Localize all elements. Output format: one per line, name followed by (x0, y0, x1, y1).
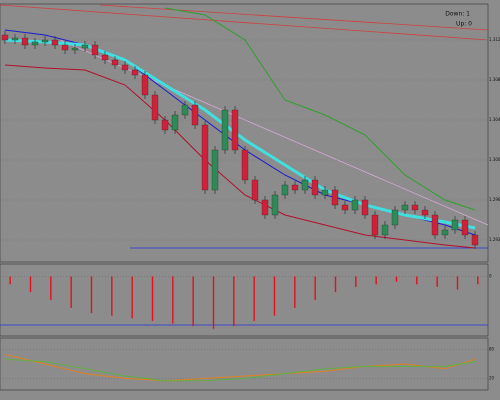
y-tick-label: 0 (489, 273, 492, 278)
bar (50, 276, 52, 300)
candle-body (431, 214, 439, 236)
candle-body (341, 204, 349, 211)
candle-body (71, 47, 79, 51)
candle-body (331, 189, 339, 206)
bar (172, 276, 174, 324)
bar (192, 276, 194, 327)
candle-body (271, 194, 279, 216)
indicator-panel (0, 263, 489, 337)
candle-body (321, 189, 329, 196)
candle-body (241, 149, 249, 181)
candle-body (231, 109, 239, 151)
candle-body (281, 184, 289, 196)
bar (334, 276, 337, 293)
bar (456, 276, 459, 290)
candle-body (181, 104, 189, 116)
candle-body (471, 234, 479, 246)
candle-body (41, 39, 49, 43)
candle-body (291, 184, 299, 191)
trend-line (0, 4, 489, 41)
candle-body (191, 104, 199, 126)
candle-body (91, 44, 99, 56)
candle-body (141, 74, 149, 96)
candle-body (101, 54, 109, 61)
candle-body (221, 109, 229, 151)
bar (90, 276, 93, 314)
candle-body (441, 229, 449, 236)
candle-body (401, 204, 409, 211)
candle-body (131, 69, 139, 76)
y-tick-label: 80 (489, 347, 495, 352)
bar (273, 276, 276, 316)
candle-body (311, 179, 319, 196)
bar (131, 276, 133, 319)
trend-line (59, 39, 489, 226)
bar (111, 276, 113, 316)
y-tick-label: 1.2960 (489, 197, 500, 202)
y-tick-label: 1.3080 (489, 77, 500, 82)
candle-body (391, 209, 399, 226)
bar (436, 276, 438, 287)
candle-body (381, 224, 389, 236)
indicator-line (164, 7, 476, 211)
bar (395, 276, 398, 282)
candle-body (121, 64, 129, 71)
candle-body (1, 34, 9, 41)
candle-body (61, 44, 69, 51)
candle-body (361, 199, 369, 216)
bar (212, 276, 215, 329)
candle-body (411, 204, 419, 211)
bar (294, 276, 296, 308)
candle-body (421, 209, 429, 216)
indicator-line (4, 353, 476, 382)
candle-body (31, 41, 39, 46)
oscillator-panel (0, 337, 489, 391)
candle-body (451, 219, 459, 231)
y-tick-label: 20 (489, 375, 495, 380)
candle-body (461, 219, 469, 236)
bar (355, 276, 357, 287)
bar (253, 276, 255, 321)
candle-body (51, 39, 59, 46)
candle-body (21, 37, 29, 46)
candle-body (201, 124, 209, 191)
candle-body (111, 59, 119, 66)
annotation: Down: 1 (445, 11, 470, 18)
y-tick-label: 1.3000 (489, 157, 500, 162)
candle-body (351, 199, 359, 211)
trend-line (99, 4, 489, 31)
bar (416, 276, 418, 285)
bar (70, 276, 72, 308)
y-tick-label: 1.2920 (489, 237, 500, 242)
candle-body (251, 179, 259, 201)
indicator-line (4, 64, 476, 249)
bar (477, 276, 479, 285)
candle-body (261, 199, 269, 216)
candle-body (151, 94, 159, 121)
candle-body (211, 149, 219, 191)
indicator-line (4, 358, 476, 382)
candle-body (81, 44, 89, 49)
annotation: Up: 0 (456, 21, 472, 28)
candle-body (371, 214, 379, 236)
bar (151, 276, 154, 321)
candle-body (301, 179, 309, 191)
candle-body (161, 119, 169, 131)
bar (375, 276, 377, 285)
main-panel (0, 3, 489, 263)
candle-body (11, 37, 19, 41)
bar (29, 276, 32, 293)
bar (314, 276, 316, 300)
bar (233, 276, 235, 327)
y-tick-label: 1.3120 (489, 37, 500, 42)
bar (9, 276, 11, 285)
candle-body (171, 114, 179, 131)
y-tick-label: 1.3040 (489, 117, 500, 122)
